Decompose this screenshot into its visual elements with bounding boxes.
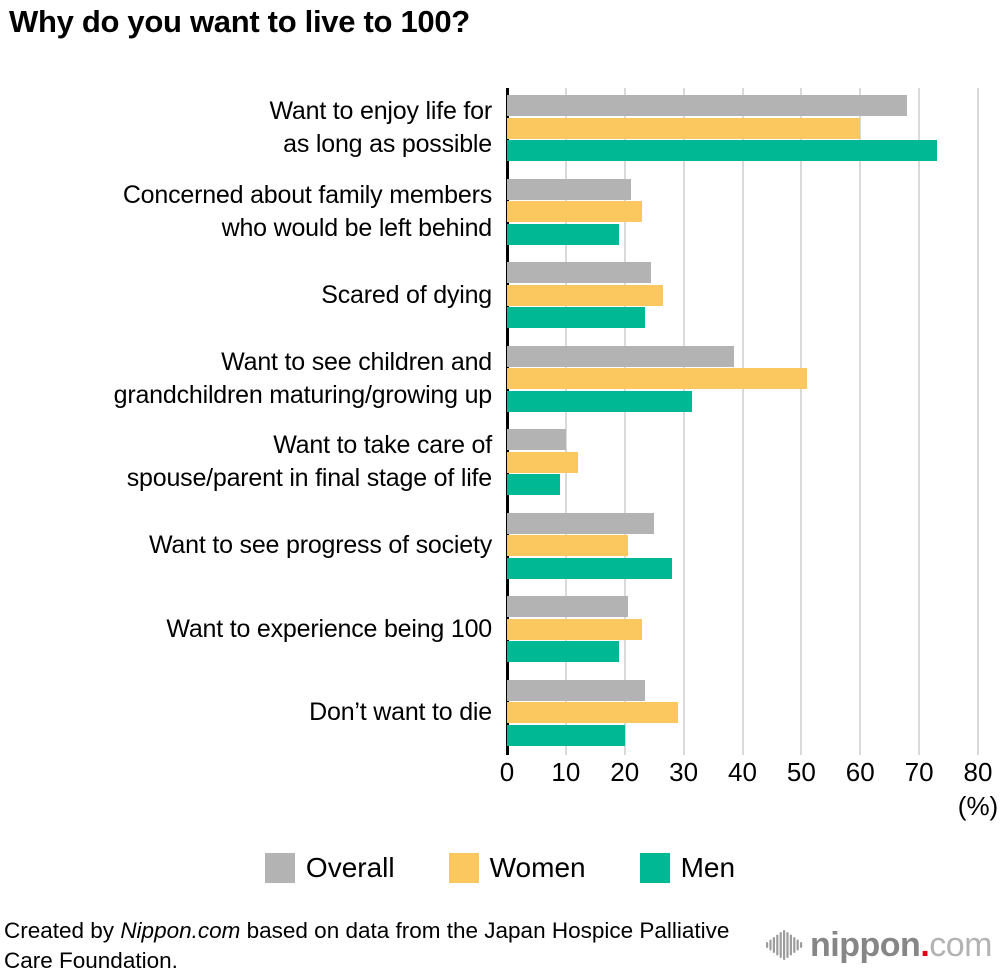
bar-women [507,618,643,640]
category-label: Don’t want to die [309,698,492,726]
category-label: Want to take care of spouse/parent in fin… [126,431,492,492]
logo-wordmark: nippon.com [810,925,992,964]
bar-men [507,724,625,746]
bar-women [507,535,628,556]
legend-swatch [448,853,479,883]
bar-men [507,390,693,412]
bar-men [507,474,560,495]
bar-overall [507,596,628,617]
bar-women [507,117,861,139]
waveform-icon [766,930,803,960]
bar-group [507,95,978,161]
credit-text: Created by Nippon.com based on data from… [4,916,734,976]
legend-item-women: Women [448,852,586,884]
bar-women [507,284,664,306]
category-label: Want to experience being 100 [166,614,492,643]
bar-men [507,307,646,328]
gridline [800,88,803,755]
bar-women [507,201,643,222]
legend-item-overall: Overall [264,852,395,884]
x-tick-label: 30 [669,757,699,787]
bar-group [507,178,978,245]
bar-group [507,262,978,328]
gridline [918,88,921,755]
x-tick-label: 10 [551,757,581,787]
bar-men [507,557,672,579]
bar-overall [507,95,908,116]
gridline [977,88,979,755]
bar-group [507,596,978,662]
nippon-logo: nippon.com [765,925,992,965]
legend-label: Women [489,852,586,883]
gridline [623,88,626,755]
bar-overall [507,345,734,367]
credit-suffix: based on data from the Japan Hospice Pal… [4,918,730,974]
credit-source: Nippon.com [120,918,241,943]
bar-overall [507,512,655,534]
bar-group [507,512,978,579]
bar-group [507,345,978,412]
gridline [564,88,567,755]
gridline [741,88,744,755]
x-tick-label: 80 [963,757,993,787]
x-tick-label: 70 [904,757,934,787]
bar-men [507,641,619,662]
legend-label: Men [680,852,736,883]
category-label: Concerned about family members who would … [122,180,492,242]
x-tick-label: 50 [786,757,816,787]
legend-label: Overall [305,852,395,883]
x-tick-label: 40 [728,757,757,787]
x-tick-label: 0 [499,757,515,787]
category-label: Want to see progress of society [148,531,492,559]
bar-overall [507,178,631,200]
bar-overall [507,429,566,450]
legend-swatch [639,853,670,883]
bar-overall [507,262,652,283]
category-label: Scared of dying [321,280,492,309]
bar-men [507,223,619,245]
category-label: Want to enjoy life for as long as possibl… [269,97,492,158]
bar-men [507,140,937,161]
x-axis-unit-label: (%) [957,791,999,821]
legend: Overall Women Men [0,852,1000,884]
category-label: Want to see children and grandchildren ma… [113,347,493,409]
bar-women [507,702,678,723]
x-tick-label: 60 [845,757,875,787]
chart-title: Why do you want to live to 100? [9,4,470,39]
bar-group [507,429,978,495]
credit-prefix: Created by [4,918,121,943]
legend-item-men: Men [639,852,736,884]
gridline [682,88,685,755]
y-axis-line [506,88,509,755]
x-tick-label: 20 [610,757,640,787]
gridline [859,88,862,755]
bar-overall [507,679,646,701]
plot-area [506,88,979,755]
bar-women [507,368,808,389]
bar-group [507,679,978,746]
legend-swatch [264,853,295,883]
bar-women [507,451,578,473]
